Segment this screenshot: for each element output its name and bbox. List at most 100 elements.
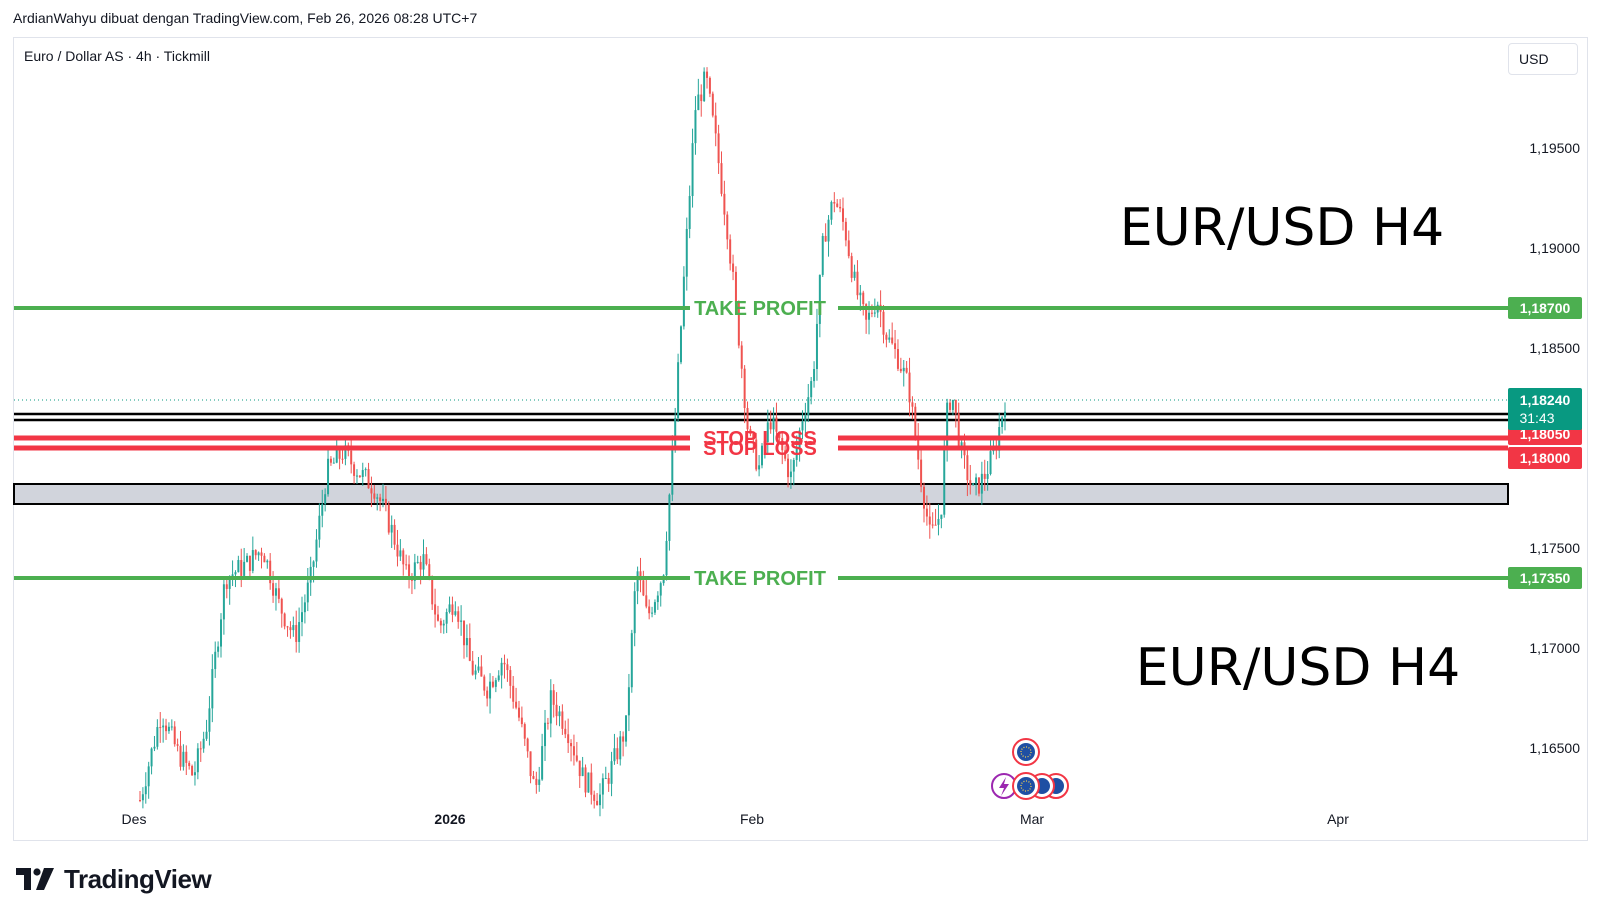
tradingview-logo[interactable]: TradingView	[16, 862, 212, 896]
candle-body	[517, 707, 520, 718]
candle-body	[506, 664, 509, 671]
candle-body	[182, 751, 185, 767]
candle-body	[1001, 417, 1004, 428]
candle-body	[150, 748, 153, 767]
candle-body	[260, 552, 263, 556]
candle-body	[572, 746, 575, 756]
candle-body	[868, 312, 871, 320]
candle-body	[301, 612, 304, 623]
chart-annotation[interactable]: EUR/USD H4	[1120, 198, 1444, 258]
candle-body	[254, 550, 257, 556]
candle-body	[549, 690, 552, 724]
candle-body	[746, 407, 749, 430]
candle-body	[532, 776, 535, 779]
candle-body	[972, 483, 975, 486]
candle-body	[535, 778, 538, 785]
candle-body	[425, 554, 428, 565]
candle-body	[529, 751, 532, 777]
candle-body	[396, 544, 399, 557]
candle-body	[451, 604, 454, 615]
candle-body	[309, 566, 312, 583]
candle-body	[338, 448, 341, 459]
eu-flag-icon[interactable]	[1012, 772, 1040, 800]
support-zone[interactable]	[13, 483, 1509, 505]
candle-body	[763, 442, 766, 446]
candle-body	[726, 214, 729, 240]
candle-body	[668, 494, 671, 541]
candle-body	[509, 670, 512, 686]
last-price-label: 1,18240	[1520, 392, 1571, 408]
candle-body	[367, 469, 370, 489]
candle-body	[384, 498, 387, 505]
candle-body	[836, 203, 839, 207]
candle-body	[824, 235, 827, 242]
candle-body	[885, 334, 888, 340]
candle-body	[544, 722, 547, 747]
candle-body	[784, 450, 787, 459]
candle-body	[804, 415, 807, 422]
candle-body	[243, 561, 246, 576]
eu-flag-icon[interactable]	[1012, 738, 1040, 766]
candle-body	[355, 475, 358, 477]
candle-body	[920, 459, 923, 487]
candle-body	[358, 475, 361, 478]
candle-body	[428, 564, 431, 577]
candle-body	[312, 561, 315, 567]
candle-body	[228, 576, 231, 589]
candle-body	[515, 701, 518, 708]
candle-body	[266, 560, 269, 563]
candle-body	[766, 422, 769, 443]
currency-button[interactable]: USD	[1508, 43, 1578, 75]
candle-body	[225, 584, 228, 589]
candle-body	[957, 413, 960, 447]
candle-body	[344, 445, 347, 459]
candle-body	[685, 228, 688, 277]
candle-body	[335, 448, 338, 463]
price-tick-label: 1,19500	[1529, 140, 1580, 156]
candle-body	[350, 450, 353, 465]
chart-annotation[interactable]: EUR/USD H4	[1136, 638, 1460, 698]
candle-body	[561, 711, 564, 729]
stop-loss-label: STOP LOSS	[703, 428, 817, 450]
candle-body	[408, 564, 411, 580]
candle-body	[723, 193, 726, 215]
candle-body	[526, 738, 529, 752]
time-tick-label: 2026	[434, 811, 465, 827]
candle-body	[601, 778, 604, 795]
candle-body	[833, 202, 836, 204]
chart-pane[interactable]	[13, 37, 1588, 841]
candle-body	[813, 369, 816, 382]
candle-body	[552, 690, 555, 705]
candle-body	[769, 422, 772, 430]
candle-body	[246, 555, 249, 562]
candle-body	[1004, 411, 1006, 418]
candle-body	[749, 429, 752, 434]
candle-body	[682, 276, 685, 327]
candle-body	[581, 767, 584, 777]
candle-body	[940, 514, 943, 519]
candle-body	[954, 399, 957, 414]
stop-loss-label: STOP LOSS	[703, 438, 817, 460]
candle-body	[162, 725, 165, 728]
candle-body	[598, 794, 601, 806]
candle-body	[410, 579, 413, 581]
candle-body	[205, 731, 208, 739]
candle-body	[830, 202, 833, 220]
events-layer	[991, 738, 1069, 800]
candle-body	[946, 402, 949, 448]
candle-body	[706, 71, 709, 78]
candle-body	[740, 345, 743, 369]
candle-body	[185, 751, 188, 763]
tradingview-logo-text: TradingView	[64, 863, 212, 894]
candle-body	[156, 727, 159, 747]
candle-body	[353, 464, 356, 476]
candle-body	[231, 574, 234, 577]
candle-body	[596, 800, 599, 806]
candle-body	[714, 115, 717, 134]
candle-body	[850, 256, 853, 278]
symbol-title[interactable]: Euro / Dollar AS · 4h · Tickmill	[24, 48, 210, 64]
candle-body	[873, 312, 876, 314]
candle-body	[934, 524, 937, 526]
candle-body	[147, 766, 150, 787]
